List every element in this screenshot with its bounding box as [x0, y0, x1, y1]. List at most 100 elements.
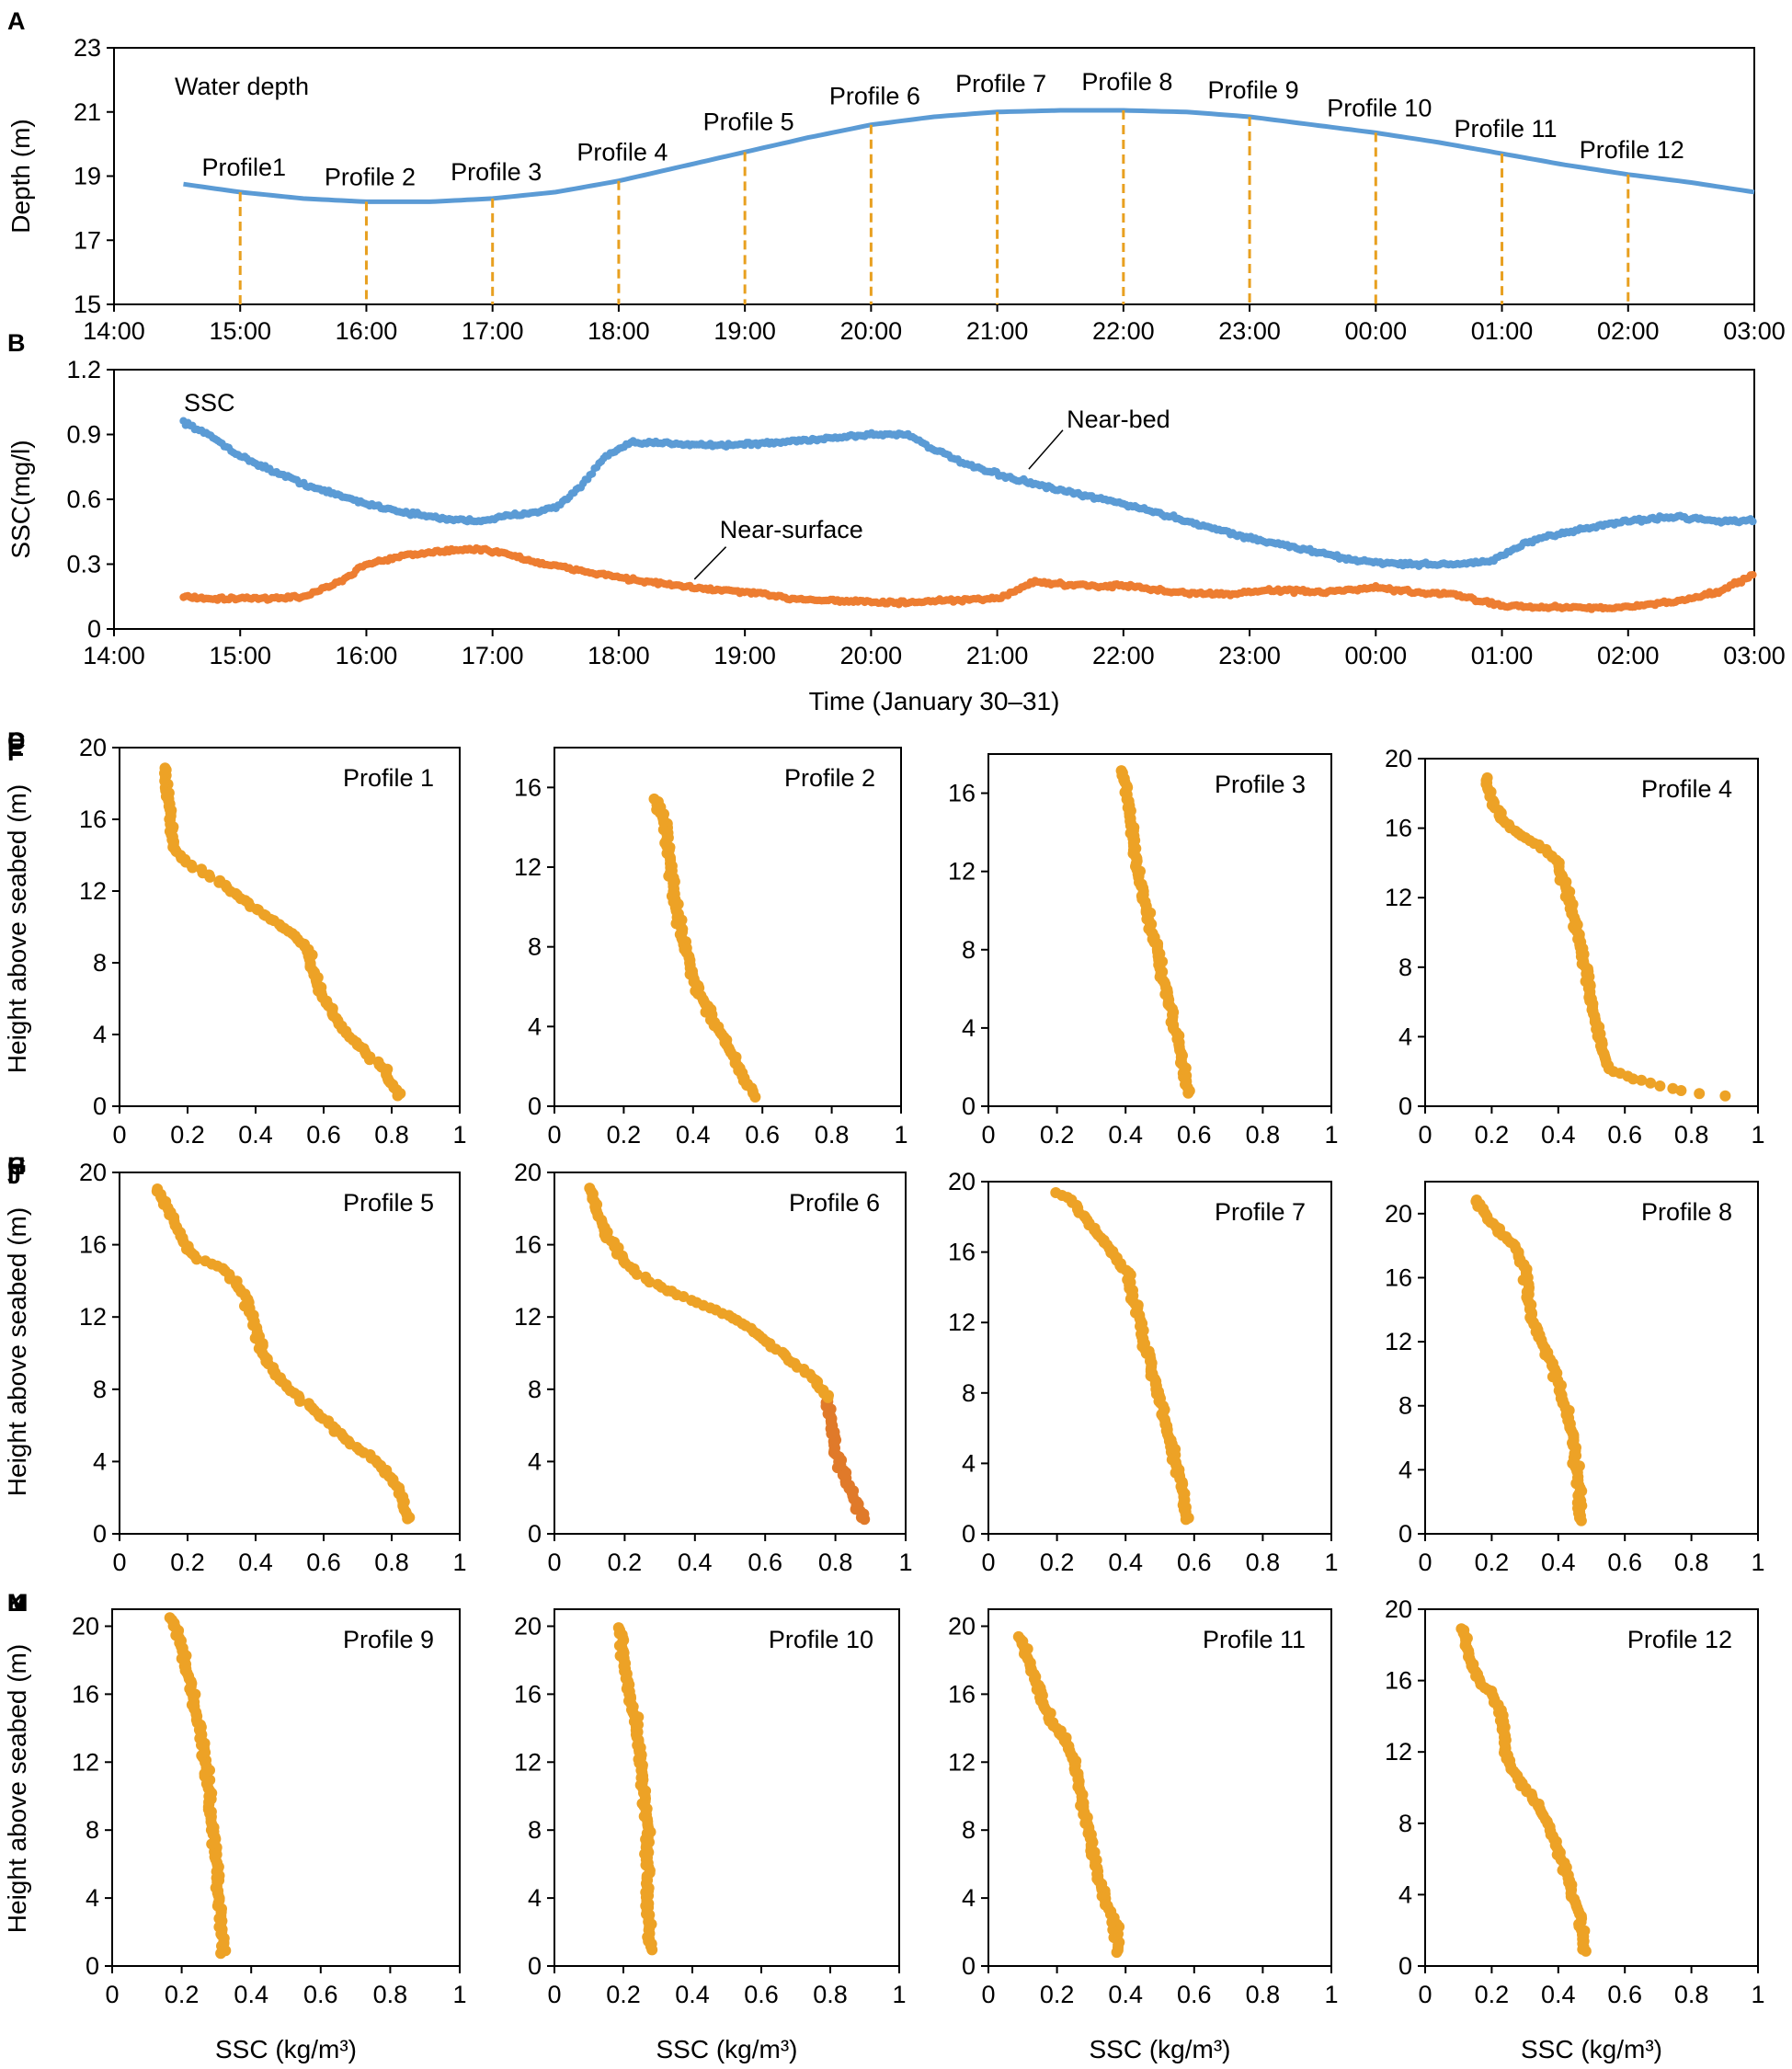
y-tick-label: 17: [74, 226, 101, 254]
y-tick-label: 4: [528, 1447, 542, 1475]
profile-marker-label: Profile 8: [1081, 68, 1172, 96]
x-tick-label: 1: [1324, 1549, 1338, 1576]
profile-point: [214, 874, 226, 886]
x-tick-label: 16:00: [336, 642, 398, 669]
annotation-near-surface: Near-surface: [720, 516, 863, 543]
x-tick-label: 0.6: [306, 1121, 341, 1149]
y-tick-label: 12: [514, 853, 542, 881]
x-tick-label: 0.4: [1541, 1981, 1576, 2008]
profile-points: [648, 793, 761, 1103]
y-tick-label: 20: [1385, 745, 1412, 772]
profile-points: [1050, 1187, 1194, 1526]
x-tick-label: 0.2: [606, 1981, 641, 2008]
x-tick-label: 0.6: [1607, 1981, 1642, 2008]
y-tick-label: 0: [528, 1952, 542, 1980]
y-tick-label: 8: [93, 949, 107, 977]
profile-point: [372, 1056, 384, 1068]
panel-k: K 0 4 8 12 16 20 0 0.2 0.4 0.6 0.8 1 Height above sea…: [3, 1589, 467, 2063]
y-tick-label: 16: [514, 1231, 542, 1259]
y-tick-label: 20: [514, 1612, 542, 1640]
x-tick-label: 00:00: [1345, 317, 1408, 345]
profile-point: [584, 1183, 596, 1195]
y-tick-label: 16: [948, 780, 976, 807]
profile-marker-label: Profile 9: [1208, 76, 1299, 104]
profile-title: Profile 6: [789, 1189, 880, 1217]
profile-points: [612, 1622, 658, 1956]
x-tick-label: 0.4: [675, 1981, 710, 2008]
x-axis-title: SSC (kg/m³): [215, 2035, 357, 2063]
panel-b: B 0 0.3 0.6 0.9 1.2 14:00 15:00 16:00 17:00 18:00 1…: [6, 329, 1786, 715]
y-tick-label: 16: [1385, 1263, 1412, 1291]
y-tick-label: 8: [528, 933, 542, 961]
x-tick-label: 0.2: [608, 1549, 643, 1576]
x-tick-label: 21:00: [966, 317, 1029, 345]
panel-letter: L: [7, 1589, 23, 1617]
x-tick-label: 1: [1324, 1121, 1338, 1149]
y-tick-label: 0: [1398, 1952, 1412, 1980]
panel-j: J 0 4 8 12 16 20 0 0.2 0.4 0.6 0.8 1 Profile 8: [7, 1161, 1765, 1576]
y-tick-label: 16: [948, 1239, 976, 1266]
x-tick-label: 18:00: [588, 642, 650, 669]
x-tick-label: 22:00: [1092, 317, 1155, 345]
x-tick-label: 1: [452, 1981, 466, 2008]
x-tick-label: 0.4: [1541, 1121, 1576, 1149]
x-tick-label: 0.8: [1246, 1121, 1281, 1149]
y-tick-label: 20: [79, 1159, 107, 1186]
y-tick-label: 0: [962, 1952, 976, 1980]
y-tick-label: 1.2: [66, 356, 101, 383]
x-tick-label: 17:00: [462, 642, 524, 669]
profile-point: [152, 1183, 164, 1195]
x-tick-label: 03:00: [1723, 317, 1786, 345]
y-tick-label: 12: [514, 1303, 542, 1331]
profile-point: [648, 793, 660, 805]
panel-letter: B: [7, 329, 26, 357]
y-tick-label: 12: [1385, 1738, 1412, 1766]
x-axis-title: SSC (kg/m³): [656, 2035, 798, 2063]
y-axis-title: SSC(mg/l): [6, 440, 35, 558]
profile-points: [159, 762, 406, 1102]
y-axis-title: Height above seabed (m): [3, 1644, 31, 1933]
y-tick-label: 4: [93, 1021, 107, 1048]
y-tick-label: 12: [72, 1748, 99, 1776]
x-tick-label: 1: [1751, 1549, 1764, 1576]
x-tick-label: 19:00: [713, 317, 776, 345]
panel-a: A 15 17 19 21 23 14:00 15:00 16:00 17:00 18:00 19:0…: [6, 7, 1786, 345]
panel-letter: M: [7, 1589, 29, 1617]
annotation-leader: [1028, 429, 1064, 470]
plot-frame: [1424, 1608, 1759, 1967]
y-tick-label: 4: [528, 1012, 542, 1040]
panel-letter: F: [7, 738, 23, 766]
y-tick-label: 12: [79, 1303, 107, 1331]
profile-title: Profile 8: [1641, 1198, 1732, 1226]
x-tick-label: 19:00: [713, 642, 776, 669]
x-tick-label: 23:00: [1218, 642, 1281, 669]
y-tick-label: 12: [1385, 1328, 1412, 1355]
y-tick-label: 20: [948, 1612, 976, 1640]
panel-letter: K: [7, 1589, 26, 1617]
panel-letter: N: [7, 1589, 26, 1617]
chart-title: Water depth: [175, 73, 309, 100]
y-tick-label: 12: [948, 1309, 976, 1336]
profile-point: [612, 1622, 624, 1634]
profile-point: [1636, 1074, 1648, 1086]
x-tick-label: 02:00: [1597, 317, 1660, 345]
profile-title: Profile 7: [1215, 1198, 1306, 1226]
x-tick-label: 02:00: [1597, 642, 1660, 669]
x-tick-label: 18:00: [588, 317, 650, 345]
x-tick-label: 0.2: [1475, 1121, 1510, 1149]
x-tick-label: 0: [981, 1121, 995, 1149]
y-tick-label: 16: [514, 1680, 542, 1708]
x-tick-label: 0: [981, 1981, 995, 2008]
profile-title: Profile 1: [343, 764, 434, 792]
series-near-bed: [179, 417, 1757, 570]
profile-marker-label: Profile 11: [1455, 115, 1558, 143]
x-tick-label: 14:00: [83, 642, 145, 669]
x-tick-label: 0.8: [1674, 1981, 1709, 2008]
y-tick-label: 0: [528, 1092, 542, 1120]
x-tick-label: 0: [112, 1549, 126, 1576]
x-tick-label: 0.4: [678, 1549, 713, 1576]
y-tick-label: 23: [74, 34, 101, 62]
x-tick-label: 15:00: [209, 317, 271, 345]
x-tick-label: 0.8: [1246, 1981, 1281, 2008]
